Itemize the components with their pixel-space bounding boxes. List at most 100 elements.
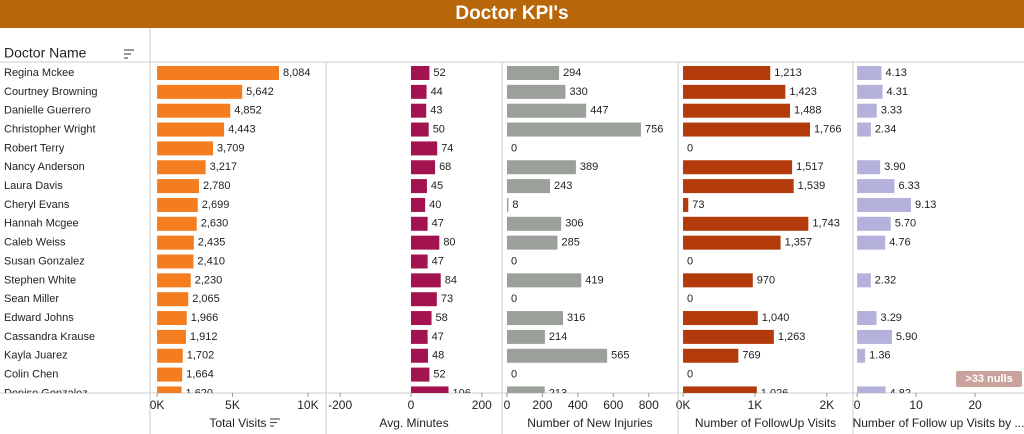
value-label: 2.34 <box>875 123 896 135</box>
bar <box>157 122 225 137</box>
value-label: 106 <box>453 387 471 399</box>
bar <box>506 216 562 231</box>
x-tick-label: 600 <box>603 398 623 412</box>
x-tick-label: 5K <box>225 398 240 412</box>
bar <box>506 386 545 393</box>
value-label: 447 <box>590 105 608 117</box>
bar <box>410 141 438 156</box>
value-label: 5.90 <box>896 331 917 343</box>
x-tick-label: 0 <box>854 398 861 412</box>
value-label: 4.82 <box>890 387 911 399</box>
bar <box>683 235 781 250</box>
value-label: 8,084 <box>283 67 311 79</box>
value-label: 1,026 <box>761 387 789 399</box>
bar <box>683 179 794 194</box>
bar <box>683 329 774 344</box>
bar <box>857 386 886 393</box>
value-label: 6.33 <box>898 180 919 192</box>
value-label: 68 <box>439 161 451 173</box>
value-label: 756 <box>645 123 663 135</box>
value-label: 1,423 <box>789 86 817 98</box>
bar <box>157 141 214 156</box>
doctor-name: Regina Mckee <box>4 67 74 79</box>
doctor-name: Laura Davis <box>4 180 63 192</box>
bar <box>683 66 771 80</box>
bar <box>157 84 243 99</box>
bar <box>410 386 449 393</box>
value-label: 44 <box>431 86 443 98</box>
doctor-name: Sean Miller <box>4 293 59 305</box>
value-label: 4.31 <box>887 86 908 98</box>
bar <box>157 386 182 393</box>
axis-title: Total Visits <box>209 416 266 430</box>
value-label: 1,966 <box>191 312 219 324</box>
doctor-name: Cheryl Evans <box>4 199 70 211</box>
value-label: 565 <box>611 350 629 362</box>
x-tick-label: 0 <box>408 398 415 412</box>
axis-title: Number of Follow up Visits by ... <box>853 416 1024 430</box>
doctor-name: Colin Chen <box>4 369 58 381</box>
bar <box>157 367 183 382</box>
value-label: 3,709 <box>217 142 245 154</box>
value-label: 0 <box>511 369 517 381</box>
bar <box>857 273 871 288</box>
bar <box>410 160 436 175</box>
bar <box>506 197 509 212</box>
bar <box>410 216 428 231</box>
value-label: 1,702 <box>187 350 215 362</box>
value-label: 3.29 <box>881 312 902 324</box>
value-label: 3.33 <box>881 105 902 117</box>
bar <box>506 348 608 363</box>
value-label: 1,620 <box>186 387 214 399</box>
rows: Regina Mckee Courtney Browning Danielle Gu… <box>4 66 936 399</box>
bar <box>157 235 194 250</box>
x-tick-label: 10K <box>297 398 318 412</box>
bar <box>683 216 809 231</box>
bar <box>410 84 427 99</box>
value-label: 0 <box>511 255 517 267</box>
value-label: 769 <box>742 350 760 362</box>
nulls-badge <box>956 371 1022 387</box>
value-label: 4,443 <box>228 123 256 135</box>
bar <box>683 386 757 393</box>
bar <box>410 235 440 250</box>
bar <box>506 66 560 80</box>
doctor-name: Nancy Anderson <box>4 161 85 173</box>
column-header[interactable]: Doctor Name <box>4 45 87 61</box>
bar <box>683 273 753 288</box>
value-label: 8 <box>512 199 518 211</box>
bar <box>506 103 587 118</box>
value-label: 47 <box>432 331 444 343</box>
value-label: 970 <box>757 274 775 286</box>
doctor-name: Danielle Guerrero <box>4 105 91 117</box>
bar <box>857 311 877 326</box>
value-label: 285 <box>561 237 579 249</box>
value-label: 48 <box>432 350 444 362</box>
value-label: 243 <box>554 180 572 192</box>
value-label: 52 <box>433 67 445 79</box>
doctor-name: Caleb Weiss <box>4 237 66 249</box>
bar <box>857 235 886 250</box>
value-label: 0 <box>687 255 693 267</box>
value-label: 50 <box>433 123 445 135</box>
bar <box>857 66 882 80</box>
bar <box>857 122 871 137</box>
bar <box>157 179 200 194</box>
value-label: 330 <box>569 86 587 98</box>
value-label: 43 <box>430 105 442 117</box>
value-label: 80 <box>443 237 455 249</box>
bar <box>410 179 427 194</box>
bar <box>410 197 426 212</box>
value-label: 1,357 <box>785 237 813 249</box>
value-label: 0 <box>687 369 693 381</box>
value-label: 40 <box>429 199 441 211</box>
nulls-note: >33 nulls <box>965 373 1012 385</box>
bar <box>410 367 430 382</box>
bar <box>157 254 194 269</box>
value-label: 45 <box>431 180 443 192</box>
value-label: 419 <box>585 274 603 286</box>
title-bar <box>0 0 1024 28</box>
sort-icon[interactable] <box>124 49 134 59</box>
